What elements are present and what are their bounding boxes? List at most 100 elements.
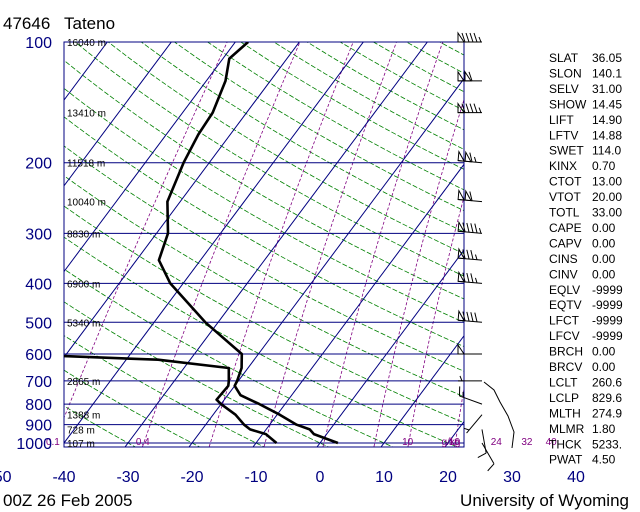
index-name: CAPE [549,221,582,235]
index-value: -9999 [592,283,623,297]
temperature-tick-label: 40 [567,469,585,486]
index-name: SLAT [549,51,579,65]
dry-adiabat-line [64,145,464,372]
temperature-profile [157,42,339,445]
index-name: CINS [549,252,578,266]
wind-barbs [457,31,495,472]
height-label: 728 m [67,425,95,436]
temperature-tick-label: 0 [316,469,325,486]
index-name: SLON [549,66,582,80]
pressure-tick-label: 900 [25,418,52,435]
isotherm-line [316,249,464,447]
index-name: SHOW [549,97,587,111]
mixing-ratio-label: 32 [521,437,533,448]
height-label: 16040 m [67,38,106,49]
dry-adiabat-line [64,335,266,447]
index-name: CAPV [549,236,582,250]
index-value: 0.00 [592,236,616,250]
mixing-ratio-label: 16 [449,437,461,448]
mixing-ratio-line [208,42,354,447]
index-value: 829.6 [592,391,622,405]
wind-barb [463,414,483,434]
pressure-tick-label: 1000 [16,436,52,453]
mixing-ratio-line [141,42,301,447]
index-name: CTOT [549,175,582,189]
index-value: 0.00 [592,345,616,359]
mixing-ratio-labels: 0.1 0.4 10 16 24 32 40 g/kg [46,437,557,448]
index-name: EQTV [549,298,582,312]
index-name: LFCT [549,314,580,328]
sounding-profiles [64,42,339,445]
index-name: LFTV [549,128,578,142]
index-name: KINX [549,159,577,173]
dry-adiabat-line [64,205,464,424]
index-value: 114.0 [592,144,621,158]
index-value: -9999 [592,298,623,312]
wind-barb [458,375,482,382]
index-value: 5233. [592,437,622,451]
sounding-time: 00Z 26 Feb 2005 [3,491,132,510]
dry-adiabat-line [64,59,464,300]
isotherm-line [380,334,464,447]
plot-frame [63,41,465,448]
station-name: Tateno [64,14,115,33]
wind-barb [458,386,483,405]
isotherm-line [64,42,172,187]
pressure-tick-label: 700 [25,374,52,391]
mixing-ratio-label: 0.1 [46,437,60,448]
index-value: 36.05 [592,51,622,65]
data-source: University of Wyoming [460,491,629,510]
hodograph [483,381,515,449]
index-value: 0.00 [592,360,616,374]
wind-barb [457,270,483,284]
temperature-tick-label: -30 [116,469,139,486]
index-name: PWAT [549,453,583,467]
wind-barb [457,101,482,114]
hodograph-trace [483,381,515,449]
wind-barb [457,309,483,323]
dry-adiabat-line [64,369,201,447]
mixing-ratio-label: 0.4 [136,437,150,448]
isotherm-line [64,42,236,273]
dry-adiabat-line [64,175,464,398]
index-name: BRCV [549,360,582,374]
wind-barb [457,343,482,355]
wind-barb [457,247,483,261]
index-value: 31.00 [592,82,622,96]
wind-barb [477,429,487,459]
pressure-tick-label: 300 [25,226,52,243]
index-value: 274.9 [592,406,622,420]
wind-barb [457,220,483,234]
index-value: 0.00 [592,221,616,235]
height-label: 10040 m [67,198,106,209]
index-name: LIFT [549,113,574,127]
indices-table: SLAT 36.05 SLON 140.1 SELV 31.00 SHOW 14.45 LIFT… [549,51,623,467]
isotherm-line [124,42,428,447]
dry-adiabat-line [64,116,464,347]
isotherm-line [64,42,364,444]
skewed-isotherms [64,42,464,447]
dry-adiabat-line [174,42,464,212]
pressure-tick-label: 100 [25,35,52,52]
dry-adiabat-line [64,236,459,447]
isotherm-line [252,163,464,447]
temperature-tick-label: 30 [503,469,521,486]
height-label: 5340 m [67,318,100,329]
height-labels: 16040 m 13410 m 11518 m 10040 m 8830 m 6900 m… [67,38,106,450]
isotherm-line [64,42,300,359]
height-label: 1388 m [67,411,100,422]
wind-barb [457,150,483,164]
index-name: THCK [549,437,582,451]
mixing-ratio-line [263,42,397,447]
index-value: 0.00 [592,252,616,266]
index-value: 20.00 [592,190,622,204]
station-number: 47646 [3,14,50,33]
index-value: 14.90 [592,113,622,127]
index-value: 14.88 [592,128,622,142]
height-label: 11518 m [67,159,105,170]
mixing-ratio-label: 10 [402,437,414,448]
mixing-ratio-line [407,195,464,447]
wind-barb [457,70,482,82]
